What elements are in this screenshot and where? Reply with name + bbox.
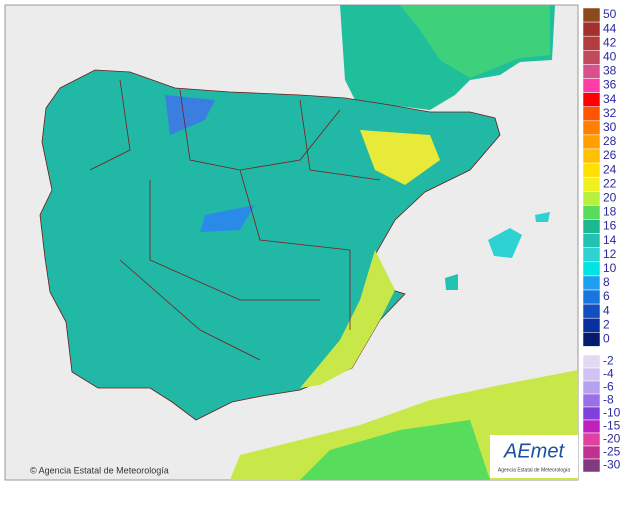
mallorca — [488, 228, 522, 258]
legend-swatch — [582, 205, 601, 220]
france-warm — [400, 5, 550, 78]
africa-mild — [300, 420, 490, 480]
legend-swatch — [582, 233, 601, 248]
legend-label: 36 — [603, 78, 617, 92]
legend-swatch — [582, 380, 601, 395]
legend-swatch — [582, 7, 601, 23]
province-borders — [89, 79, 381, 361]
legend-label: -20 — [603, 432, 621, 446]
legend-swatch — [582, 35, 601, 51]
legend-label: 0 — [603, 332, 610, 346]
legend-swatch — [582, 176, 601, 192]
legend-label: 18 — [603, 205, 617, 219]
legend-label: 8 — [603, 275, 610, 289]
legend-label: 4 — [603, 303, 610, 317]
legend-swatch — [582, 445, 601, 460]
logo-subtitle: Agencia Estatal de Meteorología — [498, 467, 570, 473]
legend-swatch — [582, 191, 601, 206]
legend-swatch — [582, 354, 601, 369]
legend-label: 44 — [603, 21, 617, 35]
legend-swatch — [582, 21, 601, 37]
legend-label: 42 — [603, 35, 617, 49]
legend-label: 22 — [603, 176, 617, 190]
legend-label: -25 — [603, 445, 621, 459]
legend-label: -2 — [603, 354, 614, 368]
legend-label: -15 — [603, 419, 621, 433]
legend-swatch — [582, 317, 601, 333]
legend-label: 12 — [603, 247, 617, 261]
legend-label: 16 — [603, 219, 617, 233]
legend-swatch — [582, 275, 601, 291]
legend-label: -4 — [603, 367, 614, 381]
legend-swatch — [582, 367, 601, 382]
legend-swatch — [582, 148, 601, 164]
legend-label: -8 — [603, 393, 614, 407]
legend-swatch — [582, 120, 601, 136]
legend-label: 32 — [603, 106, 617, 120]
legend-label: 30 — [603, 120, 617, 134]
legend-label: -6 — [603, 380, 614, 394]
legend-swatch — [582, 106, 601, 122]
legend: 5044424038363432302826242220181614121086… — [582, 7, 621, 473]
legend-label: 2 — [603, 317, 610, 331]
north-cold — [165, 95, 215, 135]
legend-swatch — [582, 50, 601, 65]
legend-swatch — [582, 458, 601, 473]
logo-name: AEmet — [503, 440, 565, 462]
legend-swatch — [582, 134, 601, 150]
legend-label: 24 — [603, 162, 617, 176]
legend-swatch — [582, 393, 601, 408]
legend-swatch — [582, 247, 601, 263]
legend-label: 38 — [603, 64, 617, 78]
legend-swatch — [582, 92, 601, 107]
legend-swatch — [582, 219, 601, 234]
legend-swatch — [582, 432, 601, 447]
legend-label: 34 — [603, 92, 617, 106]
ibiza — [445, 274, 458, 290]
legend-swatch — [582, 162, 601, 178]
legend-swatch — [582, 78, 601, 93]
menorca — [535, 212, 550, 222]
legend-label: 20 — [603, 191, 617, 205]
legend-swatch — [582, 406, 601, 421]
legend-label: 26 — [603, 148, 617, 162]
legend-swatch — [582, 419, 601, 434]
legend-label: -10 — [603, 406, 621, 420]
legend-label: 28 — [603, 134, 617, 148]
ebro-warm — [360, 130, 440, 185]
legend-label: 14 — [603, 233, 617, 247]
legend-swatch — [582, 303, 601, 319]
legend-label: 40 — [603, 50, 617, 64]
legend-swatch — [582, 261, 601, 277]
legend-swatch — [582, 289, 601, 305]
legend-swatch — [582, 64, 601, 79]
legend-swatch — [582, 332, 601, 347]
legend-label: -30 — [603, 458, 621, 472]
legend-label: 10 — [603, 261, 617, 275]
legend-label: 50 — [603, 7, 617, 21]
centre-cold — [200, 205, 255, 232]
copyright: © Agencia Estatal de Meteorología — [30, 465, 169, 475]
logo-box — [490, 435, 578, 478]
east-warm — [300, 250, 395, 388]
legend-label: 6 — [603, 289, 610, 303]
